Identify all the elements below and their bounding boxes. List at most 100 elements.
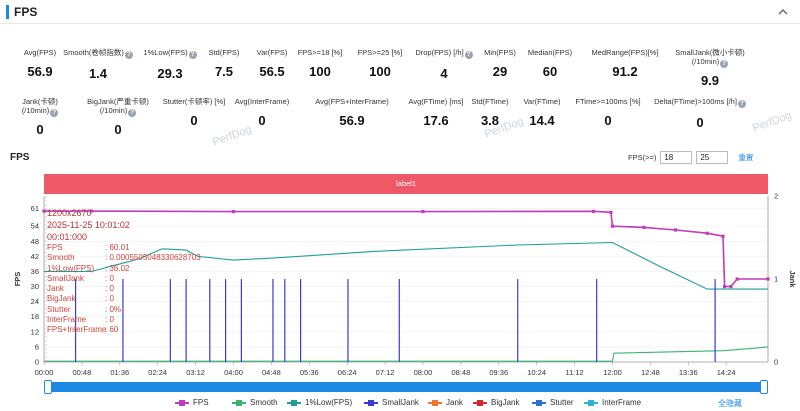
help-icon[interactable]: ?: [720, 60, 729, 68]
tooltip-key: SmallJank: [47, 273, 84, 283]
panel-header: FPS: [0, 0, 800, 24]
legend-label: Stutter: [550, 398, 574, 407]
x-tick-label: 12:00: [603, 368, 622, 377]
y2-axis-title: Jank: [788, 270, 797, 288]
stat-smooth: Smooth(卷帧指数)? 1.4: [48, 48, 148, 81]
y-tick-label: 24: [31, 297, 39, 306]
legend-label: Jank: [446, 398, 463, 407]
help-icon[interactable]: ?: [737, 100, 746, 108]
fps-threshold-controls: FPS(>=) 重置: [628, 151, 753, 164]
legend-item-fps[interactable]: FPS: [175, 398, 209, 407]
threshold-input-1[interactable]: [660, 151, 693, 164]
tooltip-elapsed: 00:01:000: [47, 232, 88, 242]
x-tick-label: 08:48: [451, 368, 470, 377]
stat-smalljank: SmallJank(微小卡顿) (/10min)? 9.9: [660, 48, 760, 88]
stat-var-fps: Var(FPS) 56.5: [222, 48, 322, 79]
help-icon[interactable]: ?: [464, 51, 473, 59]
stat-fps-25: FPS>=25 [%] 100: [330, 48, 430, 79]
fps-point: [421, 209, 425, 214]
reset-button[interactable]: 重置: [738, 153, 754, 162]
help-icon[interactable]: ?: [128, 109, 137, 117]
legend-item-bigjank[interactable]: BigJank: [473, 398, 519, 407]
stat-label: Jank(卡顿): [22, 97, 58, 106]
tooltip-key: InterFrame: [47, 315, 87, 325]
help-icon[interactable]: ?: [124, 51, 133, 59]
stat-value: 29.3: [157, 66, 183, 81]
y-tick-label: 30: [31, 282, 39, 291]
y-tick-label: 42: [31, 252, 39, 261]
y-tick-label: 36: [31, 267, 39, 276]
legend-swatch-icon: [584, 399, 598, 406]
legend-item-smooth[interactable]: Smooth: [232, 398, 278, 407]
tooltip-value: : 60: [105, 325, 119, 335]
stat-value: 56.9: [27, 64, 53, 79]
stat-std-ftime: Std(FTime) 3.8: [440, 97, 540, 128]
y-tick-label: 0: [35, 358, 39, 367]
tooltip-row: InterFrame : 0: [47, 315, 201, 325]
stat-value: 0: [36, 122, 44, 137]
stat-jank: Jank(卡顿) (/10min)? 0: [0, 97, 90, 137]
tooltip-value: : 0.0005505048330628703: [105, 253, 201, 263]
fps-point: [705, 231, 709, 235]
stat-median-fps: Median(FPS) 60: [500, 48, 600, 79]
tooltip-rows: FPS: 60.01 Smooth: 0.0005505048330628703 1…: [47, 243, 201, 336]
threshold-label: FPS(>=): [628, 153, 657, 162]
legend-label: BigJank: [491, 398, 520, 407]
slider-handle-right[interactable]: [760, 380, 768, 394]
stat-value: 60: [542, 64, 558, 79]
tooltip-row: Stutter: 0%: [47, 305, 201, 315]
legend-item-jank[interactable]: Jank: [428, 398, 463, 407]
x-tick-label: 05:36: [300, 368, 319, 377]
legend-label: Smooth: [250, 398, 278, 407]
tooltip-key: BigJank: [47, 294, 76, 304]
legend-label: InterFrame: [602, 398, 642, 407]
hide-all-toggle[interactable]: 全隐藏: [718, 399, 742, 408]
legend-swatch-icon: [364, 399, 378, 406]
legend-item-interframe[interactable]: InterFrame: [584, 398, 641, 407]
fps-point: [89, 209, 93, 213]
legend-swatch-icon: [473, 399, 487, 406]
help-icon[interactable]: ?: [188, 51, 197, 59]
fps-point: [642, 225, 646, 230]
legend-swatch-icon: [232, 399, 246, 406]
stat-medrange-fps: MedRange(FPS)[%] 91.2: [575, 48, 675, 79]
stat-label: Avg(InterFrame): [234, 97, 290, 106]
tooltip-value: : 0: [105, 273, 114, 283]
stat-value: 14.4: [529, 113, 555, 128]
y2-tick-label: 1: [774, 275, 778, 284]
stat-avg-ftime-ms: Avg(FTime) [ms] 17.6: [386, 97, 486, 128]
tooltip-row: SmallJank : 0: [47, 274, 201, 284]
time-range-slider[interactable]: [44, 382, 768, 392]
fps-point: [674, 228, 678, 232]
help-icon[interactable]: ?: [50, 109, 59, 117]
stat-var-ftime: Var(FTime) 14.4: [492, 97, 592, 128]
fps-point: [610, 224, 615, 228]
stat-label-unit: (/10min)?: [68, 106, 168, 117]
fps-point: [729, 284, 733, 289]
label-band[interactable]: label1: [44, 174, 768, 194]
y-tick-label: 61: [31, 204, 39, 213]
x-tick-label: 00:48: [73, 368, 92, 377]
stat-label: MedRange(FPS)[%]: [591, 48, 659, 57]
legend-item-1-low-fps[interactable]: 1%Low(FPS): [287, 398, 352, 407]
stat-label: FPS>=18 [%]: [297, 48, 343, 57]
legend-label: SmallJank: [382, 398, 419, 407]
chart-tooltip: 1200x2670 2025-11-25 10:01:02 00:01:000 …: [47, 207, 201, 336]
fps-point: [609, 210, 613, 214]
stat-label: FTime>=100ms [%]: [575, 97, 641, 106]
stat-value: 100: [309, 64, 331, 79]
x-tick-label: 08:00: [414, 368, 433, 377]
x-tick-label: 12:48: [641, 368, 660, 377]
tooltip-key: FPS+InterFrame: [47, 325, 107, 335]
threshold-input-2[interactable]: [696, 151, 729, 164]
fps-point: [721, 234, 725, 238]
tooltip-value: : 60.01: [105, 243, 130, 252]
legend-label: FPS: [193, 398, 209, 407]
slider-handle-left[interactable]: [44, 380, 52, 394]
stat-min-fps: Min(FPS) 29: [450, 48, 550, 79]
legend-item-smalljank[interactable]: SmallJank: [364, 398, 419, 407]
tooltip-value: : 0: [105, 315, 114, 325]
legend-item-stutter[interactable]: Stutter: [532, 398, 574, 407]
chevron-up-icon[interactable]: [776, 5, 790, 19]
